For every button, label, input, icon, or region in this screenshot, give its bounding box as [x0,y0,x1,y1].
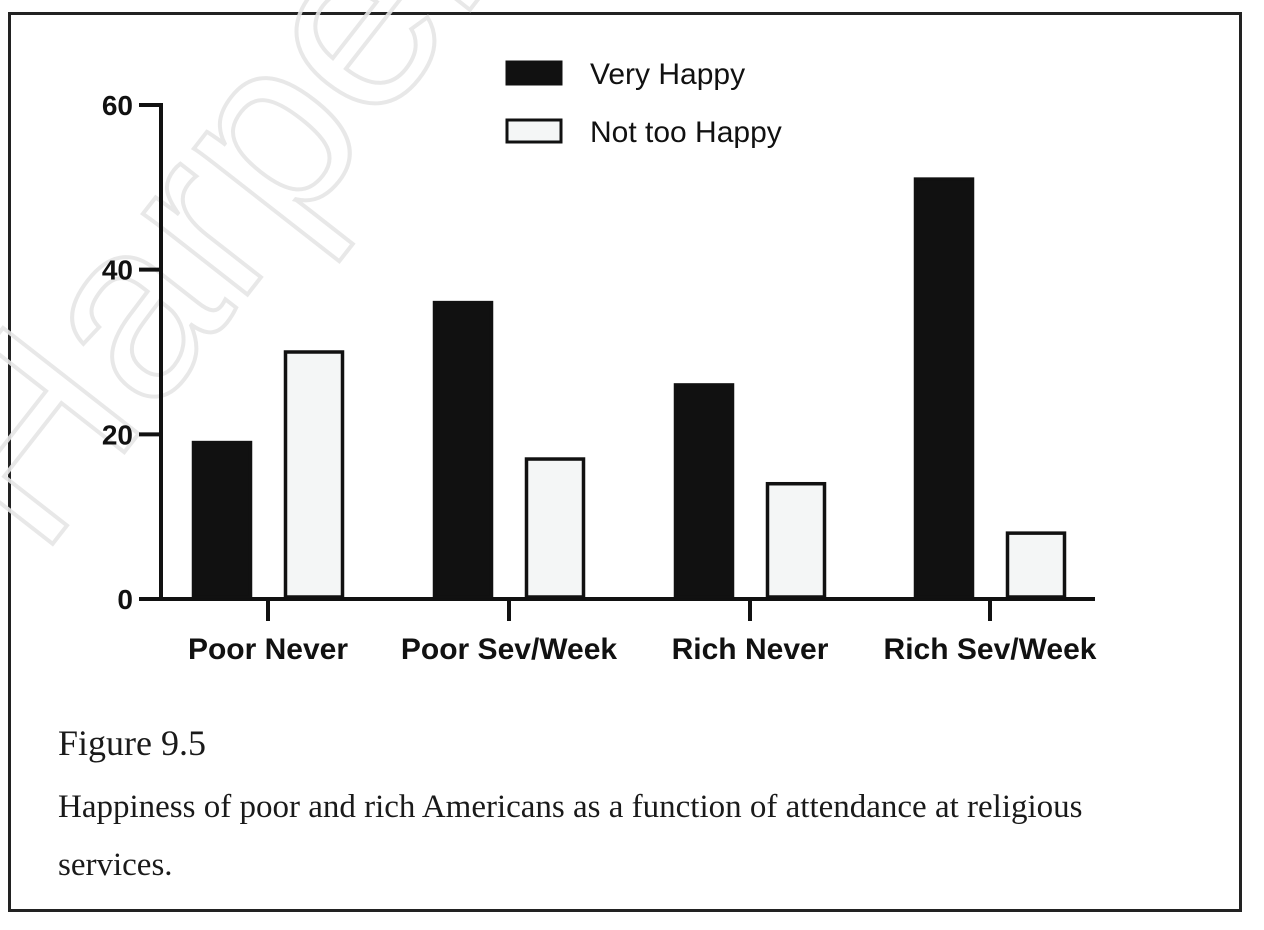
x-tick-label: Rich Never [672,633,829,666]
y-tick-label: 20 [102,419,133,450]
legend-swatch [505,118,563,144]
bar-not-too-happy [524,457,586,599]
bar-very-happy [913,177,975,599]
bar-very-happy [191,440,253,599]
bar-very-happy [432,300,494,599]
bar-not-too-happy [283,350,345,599]
legend-label: Very Happy [590,58,745,91]
x-tick-label: Rich Sev/Week [884,633,1097,666]
figure-title: Figure 9.5 [58,723,206,763]
axes: 0 20 40 60 Poor Never Poor Sev/Week Rich Never… [102,90,1097,666]
x-tick-label: Poor Never [188,633,348,666]
bars [191,177,1067,599]
legend-swatch [505,60,563,86]
bar-not-too-happy [1005,531,1067,599]
legend-label: Not too Happy [590,116,782,149]
legend: Very Happy Not too Happy [505,58,782,149]
y-tick-label: 0 [117,584,133,615]
bar-very-happy [673,383,735,599]
x-tick-label: Poor Sev/Week [401,633,618,666]
figure-caption: Happiness of poor and rich Americans as … [58,789,1083,883]
y-tick-label: 60 [102,90,133,121]
bar-not-too-happy [765,481,827,599]
y-tick-label: 40 [102,255,133,286]
